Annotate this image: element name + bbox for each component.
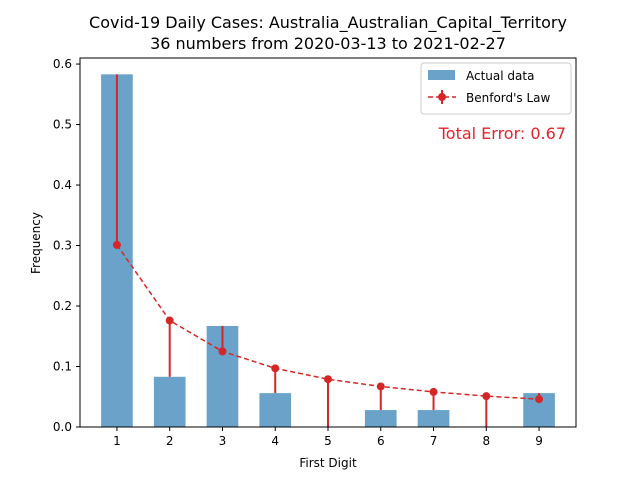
x-tick-label: 2 bbox=[166, 434, 174, 448]
bar-digit-2 bbox=[153, 376, 186, 427]
x-tick-label: 4 bbox=[271, 434, 279, 448]
benford-point-digit-5 bbox=[324, 375, 332, 384]
legend-swatch-actual bbox=[428, 70, 455, 80]
legend: Actual data Benford's Law bbox=[420, 62, 572, 115]
benford-point-digit-4 bbox=[271, 364, 280, 373]
x-tick-label: 7 bbox=[430, 434, 438, 448]
benford-point-digit-7 bbox=[429, 387, 438, 396]
benford-line bbox=[116, 244, 540, 400]
plot-area bbox=[101, 74, 555, 427]
x-tick-label: 3 bbox=[219, 434, 227, 448]
y-tick-label: 0.2 bbox=[53, 299, 72, 313]
x-axis-label: First Digit bbox=[299, 456, 357, 470]
benford-point-digit-3 bbox=[218, 347, 227, 356]
legend-marker-benford bbox=[438, 93, 446, 101]
benford-point-digit-1 bbox=[112, 240, 121, 249]
x-tick-label: 1 bbox=[113, 434, 121, 448]
x-tick-label: 5 bbox=[324, 434, 332, 448]
bar-digit-4 bbox=[259, 393, 292, 427]
x-tick-label: 9 bbox=[535, 434, 543, 448]
y-tick-label: 0.1 bbox=[53, 360, 72, 374]
bar-digit-7 bbox=[417, 410, 450, 427]
y-tick-label: 0.5 bbox=[53, 118, 72, 132]
y-axis: 0.0 0.1 0.2 0.3 0.4 0.5 0.6 bbox=[53, 57, 80, 434]
y-tick-label: 0.6 bbox=[53, 57, 72, 71]
x-tick-label: 8 bbox=[482, 434, 490, 448]
benford-point-digit-6 bbox=[376, 382, 385, 391]
benford-point-digit-8 bbox=[482, 392, 491, 401]
chart-title: Covid-19 Daily Cases: Australia_Australi… bbox=[89, 13, 567, 33]
x-axis: 1 2 3 4 5 6 7 8 9 bbox=[113, 427, 543, 448]
x-tick-label: 6 bbox=[377, 434, 385, 448]
bar-digit-6 bbox=[364, 410, 397, 427]
y-tick-label: 0.4 bbox=[53, 178, 72, 192]
y-axis-label: Frequency bbox=[29, 212, 43, 274]
y-tick-label: 0.0 bbox=[53, 420, 72, 434]
total-error-annotation: Total Error: 0.67 bbox=[438, 124, 566, 143]
legend-box bbox=[420, 62, 572, 115]
benford-point-digit-2 bbox=[165, 316, 174, 325]
chart-subtitle: 36 numbers from 2020-03-13 to 2021-02-27 bbox=[150, 34, 506, 53]
benford-point-digit-9 bbox=[535, 395, 544, 404]
legend-label-benford: Benford's Law bbox=[466, 91, 551, 105]
legend-label-actual: Actual data bbox=[466, 69, 534, 83]
y-tick-label: 0.3 bbox=[53, 239, 72, 253]
